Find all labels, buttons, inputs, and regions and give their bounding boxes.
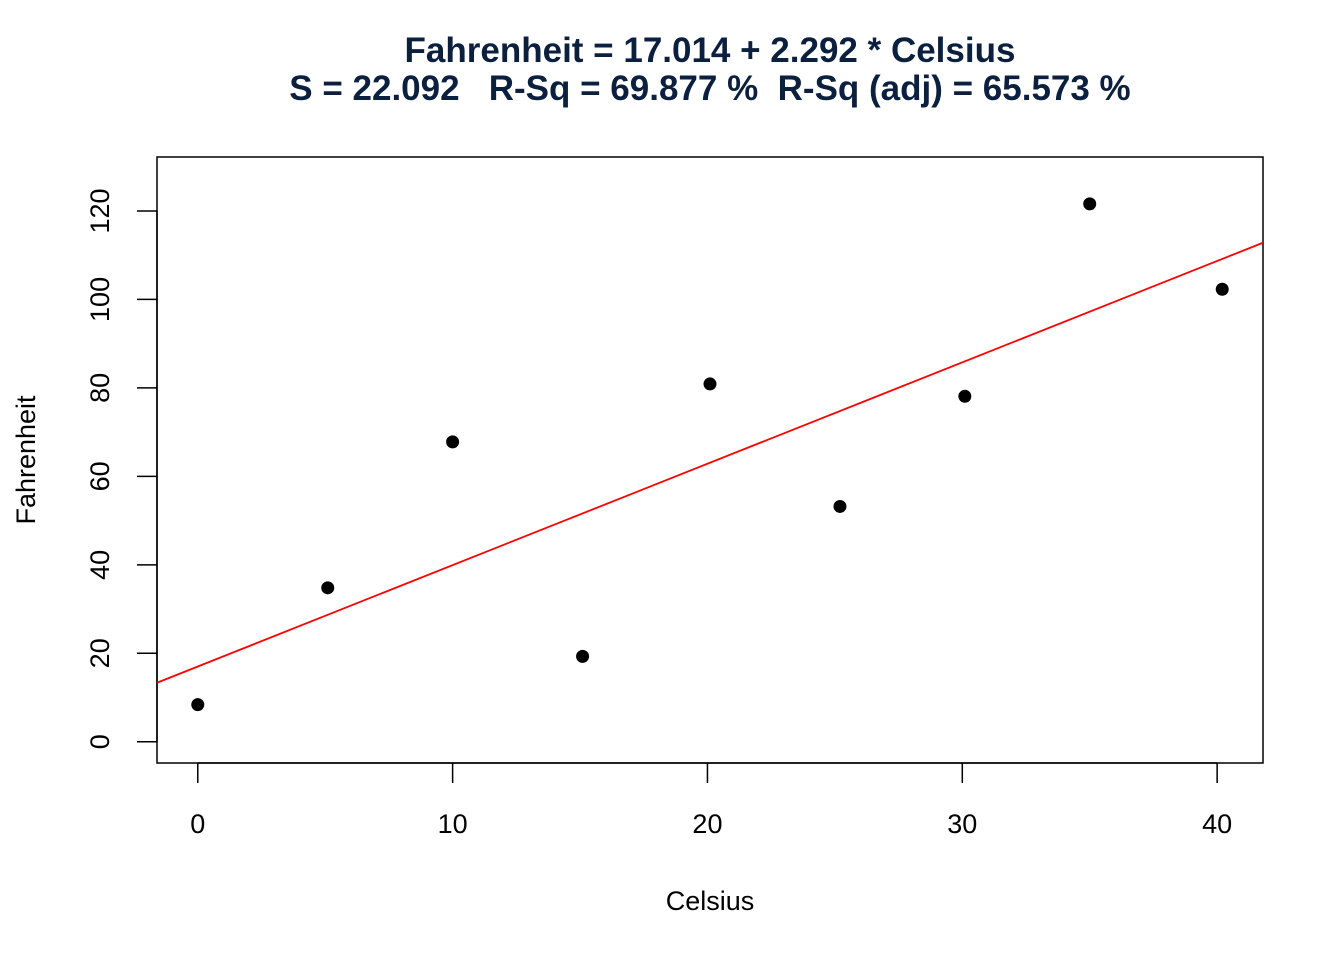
y-tick-label: 60: [85, 461, 115, 491]
data-point: [833, 499, 847, 513]
data-point: [446, 435, 460, 449]
y-tick-label: 20: [85, 638, 115, 668]
data-points: [191, 197, 1229, 712]
y-tick-label: 80: [85, 373, 115, 403]
x-axis-label: Celsius: [666, 886, 755, 916]
x-tick-label: 30: [947, 809, 977, 839]
data-point: [703, 377, 717, 391]
data-point: [1215, 282, 1229, 296]
y-tick-label: 40: [85, 550, 115, 580]
y-tick-label: 0: [85, 734, 115, 749]
data-point: [1083, 197, 1097, 211]
data-point: [321, 581, 335, 595]
chart-title: Fahrenheit = 17.014 + 2.292 * Celsius: [405, 31, 1016, 70]
y-tick-label: 120: [85, 188, 115, 233]
y-axis: 0 20 40 60 80 100 120: [85, 188, 158, 749]
x-tick-label: 0: [190, 809, 205, 839]
data-point: [576, 649, 590, 663]
y-tick-label: 100: [85, 277, 115, 322]
x-tick-label: 40: [1202, 809, 1232, 839]
data-point: [958, 389, 972, 403]
data-point: [191, 698, 205, 712]
y-axis-label: Fahrenheit: [11, 395, 41, 525]
x-tick-label: 10: [438, 809, 468, 839]
plot-frame: [156, 156, 1264, 764]
x-tick-label: 20: [692, 809, 722, 839]
chart-subtitle: S = 22.092 R-Sq = 69.877 % R-Sq (adj) = …: [289, 69, 1130, 108]
x-axis: 0 10 20 30 40: [190, 762, 1232, 839]
regression-line: [156, 241, 1264, 684]
